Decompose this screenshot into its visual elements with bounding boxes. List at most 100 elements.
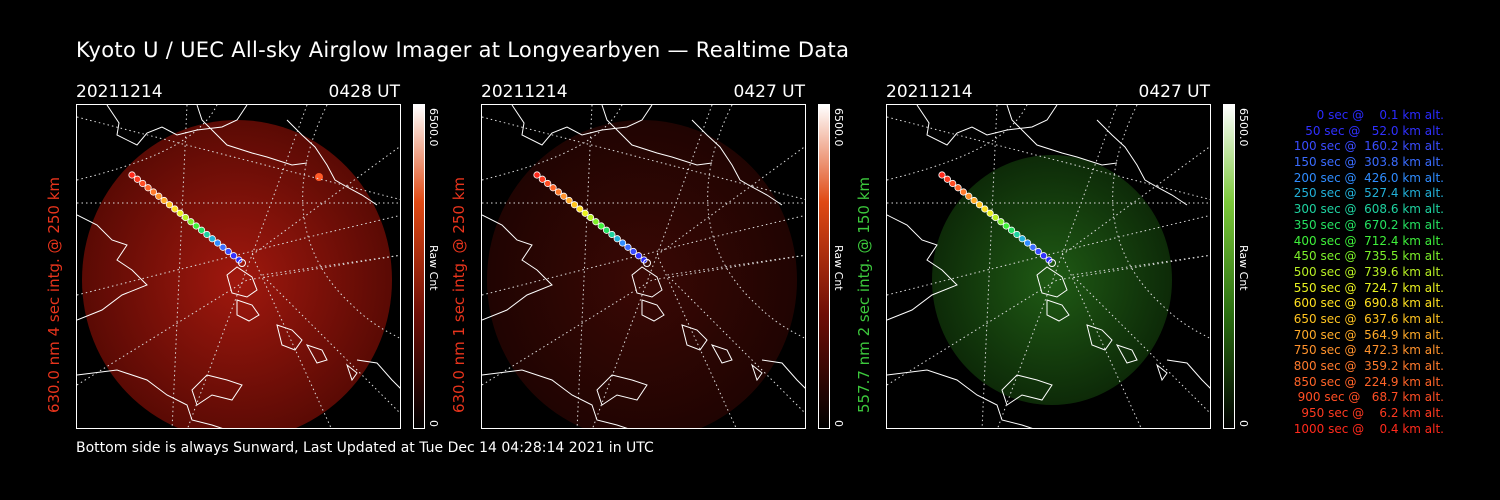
latlon-grid xyxy=(887,105,1210,428)
trajectory-point xyxy=(965,192,973,200)
legend-row: 50 sec @ 52.0 km alt. xyxy=(1297,123,1444,138)
trajectory-point xyxy=(635,252,643,260)
colorbar-max: 6500.0 xyxy=(832,108,845,147)
trajectory-point xyxy=(208,235,216,243)
panel-ylabel: 630.0 nm 1 sec intg. @ 250 km xyxy=(450,176,468,414)
trajectory-point xyxy=(203,230,211,239)
trajectory-point xyxy=(219,243,227,251)
trajectory-point xyxy=(1018,235,1026,243)
colorbar xyxy=(818,104,830,429)
legend-row: 600 sec @ 690.8 km alt. xyxy=(1289,296,1444,311)
colorbar-max: 6500.0 xyxy=(1237,108,1250,147)
airglow-emission xyxy=(487,120,797,428)
page-title: Kyoto U / UEC All-sky Airglow Imager at … xyxy=(76,38,850,62)
panel-time: 0427 UT xyxy=(733,82,806,102)
trajectory-point xyxy=(1034,247,1042,256)
trajectory-point xyxy=(586,213,595,222)
colorbar-min: 0 xyxy=(1237,420,1250,427)
panel-ylabel: 630.0 nm 4 sec intg. @ 250 km xyxy=(45,176,63,414)
legend-row: 450 sec @ 735.5 km alt. xyxy=(1289,249,1444,264)
trajectory-point xyxy=(554,188,563,196)
trajectory-point xyxy=(602,226,611,234)
allsky-image xyxy=(481,104,806,429)
legend-row: 950 sec @ 6.2 km alt. xyxy=(1297,406,1444,421)
trajectory-point xyxy=(1024,239,1032,247)
trajectory-dots xyxy=(128,171,246,267)
trajectory-point xyxy=(959,188,968,196)
trajectory-point xyxy=(560,192,568,200)
colorbar xyxy=(1223,104,1235,429)
trajectory-point xyxy=(1007,226,1016,234)
trajectory-point xyxy=(624,243,632,251)
trajectory-point xyxy=(133,175,141,183)
legend-row: 500 sec @ 739.6 km alt. xyxy=(1289,264,1444,279)
legend-row: 200 sec @ 426.0 km alt. xyxy=(1289,170,1444,185)
trajectory-point xyxy=(954,184,962,192)
trajectory-point xyxy=(533,171,541,179)
panel-time: 0428 UT xyxy=(328,82,401,102)
latlon-grid xyxy=(482,105,805,428)
trajectory-point xyxy=(144,184,152,192)
trajectory-point xyxy=(139,179,147,188)
legend-row: 0 sec @ 0.1 km alt. xyxy=(1305,108,1444,122)
panel-630-1sec: 20211214 0427 UT 630.0 nm 1 sec intg. @ … xyxy=(450,80,861,430)
trajectory-point xyxy=(149,188,158,196)
trajectory-point xyxy=(629,247,637,256)
trajectory-point xyxy=(1040,252,1048,260)
panel-date: 20211214 xyxy=(481,82,568,102)
trajectory-point xyxy=(970,196,978,205)
trajectory-point xyxy=(597,222,605,230)
trajectory-point xyxy=(565,196,573,205)
panel-date: 20211214 xyxy=(886,82,973,102)
trajectory-point xyxy=(581,209,589,217)
trajectory-point xyxy=(986,209,994,217)
panel-5577-2sec: 20211214 0427 UT 557.7 nm 2 sec intg. @ … xyxy=(855,80,1266,430)
trajectory-point xyxy=(181,213,190,222)
legend-row: 150 sec @ 303.8 km alt. xyxy=(1289,155,1444,170)
coastline-outline xyxy=(482,105,805,428)
colorbar-unit: Raw Cnt xyxy=(427,245,440,291)
legend-row: 400 sec @ 712.4 km alt. xyxy=(1289,233,1444,248)
trajectory-point xyxy=(975,201,984,209)
trajectory-point xyxy=(160,196,168,205)
trajectory-dots xyxy=(533,171,651,267)
coastline-outline xyxy=(887,105,1210,428)
legend-row: 250 sec @ 527.4 km alt. xyxy=(1289,186,1444,201)
update-footer: Bottom side is always Sunward, Last Upda… xyxy=(76,440,654,456)
legend-row: 350 sec @ 670.2 km alt. xyxy=(1289,217,1444,232)
legend-row: 750 sec @ 472.3 km alt. xyxy=(1289,343,1444,358)
legend-row: 800 sec @ 359.2 km alt. xyxy=(1289,359,1444,373)
trajectory-point xyxy=(192,222,200,230)
trajectory-point xyxy=(187,218,195,226)
trajectory-point xyxy=(224,247,232,256)
colorbar-unit: Raw Cnt xyxy=(832,245,845,291)
trajectory-point xyxy=(549,184,557,192)
panel-630-4sec: 20211214 0428 UT 630.0 nm 4 sec intg. @ … xyxy=(45,80,456,430)
trajectory-point xyxy=(938,171,946,179)
colorbar-min: 0 xyxy=(427,420,440,427)
allsky-image xyxy=(76,104,401,429)
trajectory-point xyxy=(230,252,238,260)
trajectory-point xyxy=(538,175,546,183)
trajectory-point xyxy=(544,179,552,188)
legend-row: 1000 sec @ 0.4 km alt. xyxy=(1293,421,1444,436)
coastline-outline xyxy=(77,105,400,428)
trajectory-point xyxy=(949,179,957,188)
trajectory-point xyxy=(165,201,174,209)
legend-row: 900 sec @ 68.7 km alt. xyxy=(1293,390,1444,405)
panel-ylabel: 557.7 nm 2 sec intg. @ 150 km xyxy=(855,176,873,414)
trajectory-point xyxy=(997,218,1005,226)
trajectory-legend: 0 sec @ 0.1 km alt. 50 sec @ 52.0 km alt… xyxy=(1262,108,1444,437)
legend-row: 650 sec @ 637.6 km alt. xyxy=(1289,311,1444,326)
latlon-grid xyxy=(77,105,400,428)
legend-row: 850 sec @ 224.9 km alt. xyxy=(1289,374,1444,389)
panel-time: 0427 UT xyxy=(1138,82,1211,102)
colorbar-min: 0 xyxy=(832,420,845,427)
panel-date: 20211214 xyxy=(76,82,163,102)
airglow-emission xyxy=(932,155,1172,405)
trajectory-point xyxy=(619,239,627,247)
trajectory-point xyxy=(613,235,621,243)
trajectory-point xyxy=(1013,230,1021,239)
trajectory-point xyxy=(570,201,579,209)
